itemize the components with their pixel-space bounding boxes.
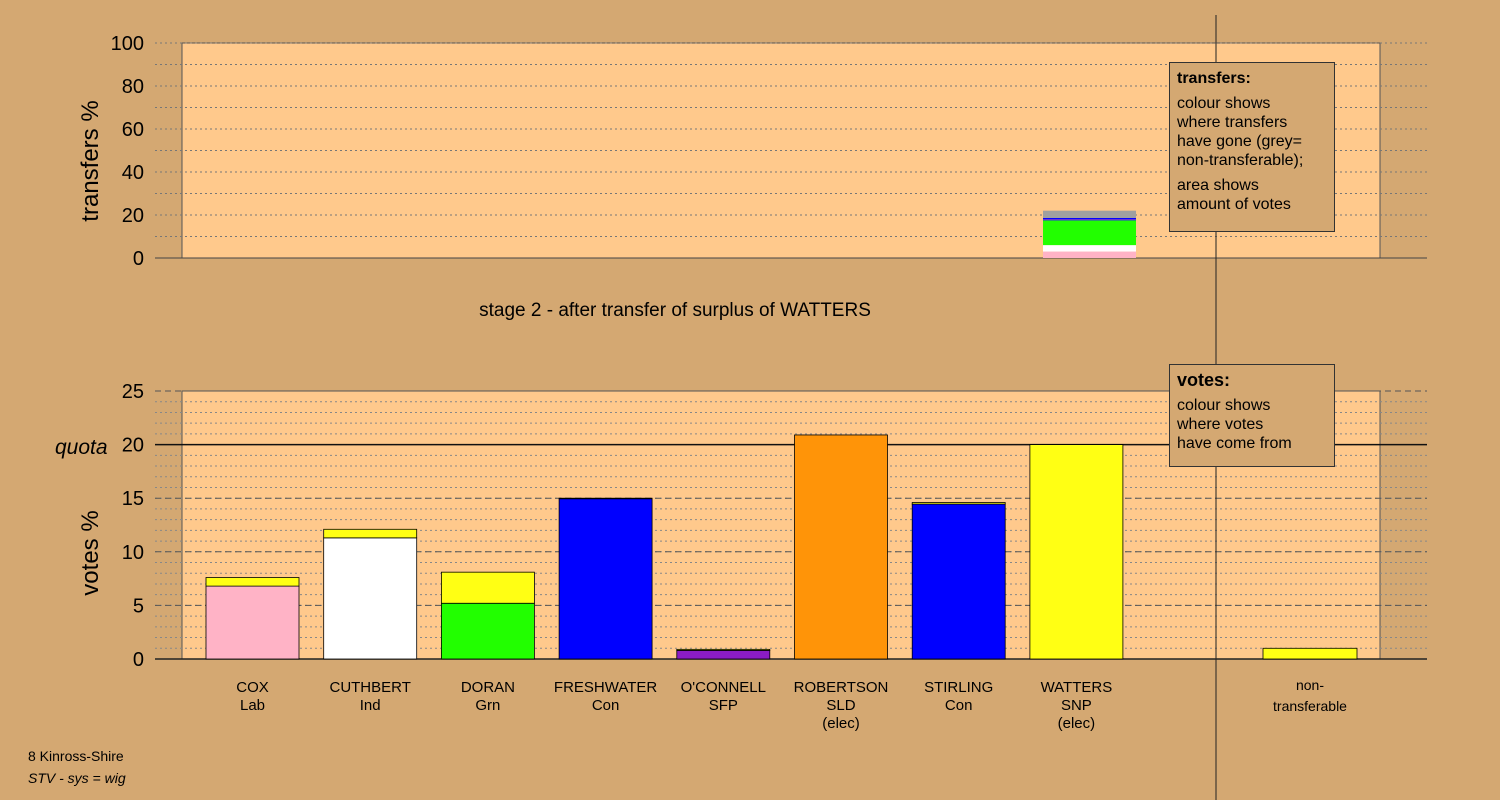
bar-segment-cox	[205, 577, 300, 587]
votes-legend-title: votes:	[1177, 370, 1231, 390]
y-tick-label: 60	[122, 119, 144, 141]
candidate-party: SNP	[1061, 697, 1092, 714]
votes-y-axis-label: votes %	[77, 510, 104, 595]
candidate-party: Ind	[360, 697, 381, 714]
votes-gridlines	[155, 390, 1427, 660]
quota-label: quota	[55, 436, 108, 459]
bar-segment-doran	[440, 571, 535, 604]
nontransferable-label: transferable	[1273, 698, 1347, 714]
bar-segment-oconnell	[676, 650, 771, 660]
transfers-legend-line: have gone (grey=	[1177, 133, 1302, 150]
candidate-name: FRESHWATER	[554, 679, 657, 696]
candidate-name: WATTERS	[1041, 679, 1113, 696]
candidate-party: Con	[592, 697, 620, 714]
transfers-legend-line: where transfers	[1177, 114, 1288, 131]
y-tick-label: 25	[122, 381, 144, 403]
candidate-name: DORAN	[461, 679, 515, 696]
votes-legend: votes: colour shows where votes have com…	[1169, 364, 1335, 467]
votes-legend-line: where votes	[1177, 416, 1264, 433]
candidate-name: O'CONNELL	[681, 679, 766, 696]
nontransferable-label: non-	[1296, 677, 1324, 693]
candidate-party: Lab	[240, 697, 265, 714]
bar-segment-watters	[1029, 444, 1124, 660]
y-tick-label: 80	[122, 76, 144, 98]
transfer-segment-oconnell	[1043, 219, 1136, 220]
stage-title: stage 2 - after transfer of surplus of W…	[479, 300, 871, 321]
footer-method: STV - sys = wig	[28, 770, 126, 786]
footer-area: 8 Kinross-Shire	[28, 748, 124, 764]
y-tick-label: 5	[133, 595, 144, 617]
transfer-segment-nontransferable	[1043, 210, 1136, 219]
y-tick-label: 20	[122, 435, 144, 457]
candidate-party: SFP	[709, 697, 738, 714]
transfers-legend-line: colour shows	[1177, 95, 1271, 112]
bar-segment-stirling	[911, 502, 1006, 505]
transfers-legend: transfers: colour shows where transfers …	[1169, 62, 1335, 232]
votes-bars	[205, 434, 1358, 660]
bar-segment-cuthbert	[323, 528, 418, 539]
y-tick-label: 0	[133, 649, 144, 671]
transfer-segment-cox	[1043, 251, 1136, 258]
votes-legend-line: have come from	[1177, 435, 1292, 452]
votes-y-ticks: 0 5 10 15 20 25	[122, 381, 144, 671]
transfer-segment-stirling	[1043, 218, 1136, 220]
bar-segment-cox	[205, 585, 300, 660]
transfers-y-axis-label: transfers %	[77, 100, 104, 221]
transfers-legend-line: non-transferable);	[1177, 152, 1304, 169]
y-tick-label: 40	[122, 162, 144, 184]
candidate-labels: COXLabCUTHBERTIndDORANGrnFRESHWATERConO'…	[236, 677, 1347, 732]
y-tick-label: 15	[122, 488, 144, 510]
votes-legend-line: colour shows	[1177, 397, 1271, 414]
candidate-party: SLD	[826, 697, 855, 714]
y-tick-label: 10	[122, 542, 144, 564]
bar-segment-stirling	[911, 503, 1006, 660]
bar-segment-freshwater	[558, 498, 653, 660]
y-tick-label: 100	[111, 33, 144, 55]
y-tick-label: 0	[133, 248, 144, 270]
bar-segment-robertson	[794, 434, 888, 660]
transfer-segment-cuthbert	[1043, 245, 1136, 252]
candidate-name: ROBERTSON	[794, 679, 889, 696]
transfers-legend-line: area shows	[1177, 177, 1259, 194]
bar-segment-doran	[440, 602, 535, 660]
bar-nontransferable	[1262, 647, 1358, 660]
candidate-name: STIRLING	[924, 679, 993, 696]
transfers-legend-line: amount of votes	[1177, 196, 1291, 213]
transfer-segment-doran	[1043, 220, 1136, 246]
candidate-elected: (elec)	[822, 715, 860, 732]
bar-segment-freshwater	[558, 497, 653, 500]
transfers-legend-title: transfers:	[1177, 70, 1251, 87]
candidate-name: COX	[236, 679, 269, 696]
bar-segment-cuthbert	[323, 537, 418, 660]
candidate-party: Con	[945, 697, 973, 714]
transfers-y-ticks: 0 20 40 60 80 100	[111, 33, 144, 270]
transfers-bars	[1043, 210, 1136, 258]
candidate-name: CUTHBERT	[329, 679, 410, 696]
y-tick-label: 20	[122, 205, 144, 227]
transfer-segment-freshwater	[1043, 219, 1136, 221]
bar-segment-oconnell	[676, 648, 771, 651]
candidate-elected: (elec)	[1058, 715, 1096, 732]
candidate-party: Grn	[475, 697, 500, 714]
